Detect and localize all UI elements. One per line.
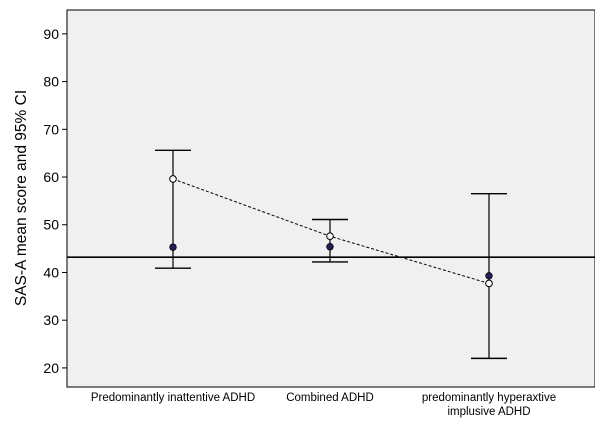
- filled-point: [485, 272, 493, 280]
- y-tick-label: 80: [43, 74, 59, 90]
- x-category-label: Combined ADHD: [286, 392, 374, 404]
- filled-point: [326, 242, 334, 251]
- y-tick-label: 70: [43, 121, 59, 137]
- data-points: [169, 175, 493, 288]
- mean-point: [326, 232, 334, 240]
- y-tick-label: 90: [43, 26, 59, 42]
- y-axis-ticks: 20 30 40 50 60 70 80 90: [43, 26, 67, 376]
- y-tick-label: 20: [43, 360, 59, 376]
- y-axis-title: SAS-A mean score and 95% CI: [13, 90, 30, 306]
- y-tick-label: 40: [43, 264, 59, 280]
- y-tick-label: 50: [43, 217, 59, 233]
- mean-point: [169, 175, 177, 183]
- mean-point: [485, 279, 493, 288]
- y-tick-label: 60: [43, 169, 59, 185]
- filled-point: [169, 243, 177, 251]
- x-category-label: implusive ADHD: [447, 406, 530, 418]
- plot-area: [66, 9, 595, 388]
- x-category-label: Predominantly inattentive ADHD: [91, 392, 255, 404]
- y-tick-label: 30: [43, 312, 59, 328]
- x-category-label: predominantly hyperaxtive: [422, 392, 556, 404]
- x-axis-category-labels: Predominantly inattentive ADHD Combined A…: [91, 392, 556, 418]
